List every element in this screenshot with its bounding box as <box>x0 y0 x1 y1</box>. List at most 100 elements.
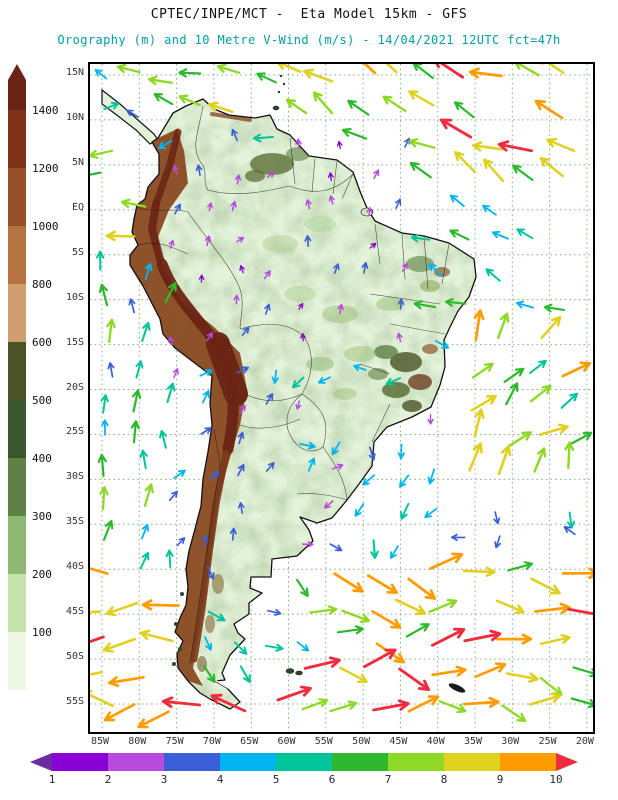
wind-arrow <box>567 607 593 620</box>
wind-arrow <box>231 128 239 142</box>
wind-arrow <box>404 137 411 148</box>
wind-arrow <box>128 298 136 314</box>
lon-tick-label: 55W <box>314 736 333 747</box>
wind-arrow <box>209 470 220 481</box>
wind-arrow <box>233 294 240 305</box>
wind-arrow <box>362 474 375 486</box>
lat-tick-label: 35S <box>65 516 84 528</box>
chart-title: CPTEC/INPE/MCT - Eta Model 15km - GFS <box>150 7 468 22</box>
wind-arrow <box>399 474 410 488</box>
wind-arrow <box>276 685 312 702</box>
wind-arrow <box>405 623 430 638</box>
wind-arrow <box>503 367 525 384</box>
wind-arrow <box>396 332 403 343</box>
falkland-west <box>285 668 295 674</box>
wind-arrow <box>385 64 398 74</box>
wind-arrow <box>412 64 434 80</box>
wind-arrow <box>106 318 116 343</box>
wind-arrow <box>413 300 436 310</box>
wind-arrow <box>120 198 147 209</box>
central-america-strip <box>101 88 159 145</box>
wind-arrow <box>168 239 175 249</box>
falkland-east <box>295 670 303 676</box>
orography-colorbar-segment <box>8 400 26 458</box>
wind-arrow <box>462 696 500 709</box>
wind-arrow <box>131 389 142 413</box>
wind-arrow <box>234 174 242 185</box>
wind-arrow <box>473 408 485 438</box>
lat-tick-label: 25S <box>65 426 84 438</box>
wind-arrow <box>90 671 103 676</box>
wind-arrows <box>90 64 593 729</box>
wind-arrow <box>237 431 245 445</box>
wind-arrow <box>324 500 334 509</box>
wind-colorbar-under-arrow-icon <box>30 753 52 771</box>
wind-arrow <box>99 486 109 511</box>
wind-arrow <box>534 99 564 120</box>
wind-speed-colorbar-segments <box>30 753 590 771</box>
wind-arrow <box>139 629 174 643</box>
wind-arrow <box>454 101 475 119</box>
wind-arrow <box>172 164 179 175</box>
wind-arrow <box>463 629 502 643</box>
wind-arrow <box>435 340 450 349</box>
wind-arrow <box>239 404 246 415</box>
lat-tick-label: 20S <box>65 381 84 393</box>
wind-arrow <box>102 520 114 541</box>
wind-colorbar-segment <box>164 753 220 771</box>
orography-colorbar-segment <box>8 458 26 516</box>
wind-arrow <box>409 161 432 179</box>
lat-tick-label: 10N <box>65 111 84 123</box>
wind-arrow <box>158 139 173 149</box>
wind-arrow <box>336 140 343 150</box>
wind-arrow <box>424 507 438 519</box>
wind-arrow <box>507 561 533 572</box>
lon-tick-label: 50W <box>352 736 371 747</box>
wind-arrow <box>337 303 344 315</box>
wind-arrow <box>333 263 340 275</box>
wind-arrow <box>470 394 497 412</box>
wind-arrow <box>450 533 466 541</box>
wind-arrow <box>105 230 136 242</box>
wind-arrow <box>438 700 467 714</box>
wind-arrow <box>126 109 139 118</box>
wind-arrow <box>296 578 309 597</box>
wind-arrow <box>471 141 504 152</box>
wind-arrow <box>408 90 435 107</box>
wind-arrow <box>390 545 399 559</box>
wind-arrow <box>168 490 179 502</box>
wind-arrow <box>90 171 102 176</box>
lon-tick-label: 70W <box>202 736 221 747</box>
wind-arrow <box>401 262 408 272</box>
wind-arrow <box>546 137 576 153</box>
wind-arrow <box>105 601 139 617</box>
wind-arrow <box>303 68 334 83</box>
wind-arrow <box>331 441 341 456</box>
orography-colorbar-segment <box>8 342 26 400</box>
wind-arrow <box>200 427 212 435</box>
wind-speed-colorbar: 1 2 3 4 5 6 7 8 9 10 <box>30 753 590 793</box>
wind-arrow <box>528 692 562 706</box>
wind-arrow <box>264 643 284 652</box>
wind-arrow <box>398 667 431 692</box>
south-america-map <box>90 64 593 732</box>
wind-arrow <box>296 641 310 652</box>
orography-colorbar-segment <box>8 110 26 168</box>
wind-arrow <box>515 300 534 309</box>
wind-arrow <box>303 656 341 670</box>
wind-arrow <box>204 636 213 651</box>
lon-tick-label: 40W <box>426 736 445 747</box>
wind-arrow <box>407 695 440 713</box>
wind-arrow <box>229 527 237 541</box>
wind-arrow <box>295 138 302 150</box>
wind-arrow <box>107 362 115 378</box>
wind-arrow <box>567 511 576 529</box>
wind-arrow <box>572 666 593 678</box>
wind-arrow <box>164 281 177 304</box>
wind-arrow <box>178 68 202 78</box>
wind-arrow <box>410 234 431 243</box>
wind-arrow <box>101 419 109 436</box>
lat-tick-label: 45S <box>65 606 84 618</box>
wind-arrow <box>372 699 410 712</box>
wind-speed-label: 7 <box>384 773 392 786</box>
